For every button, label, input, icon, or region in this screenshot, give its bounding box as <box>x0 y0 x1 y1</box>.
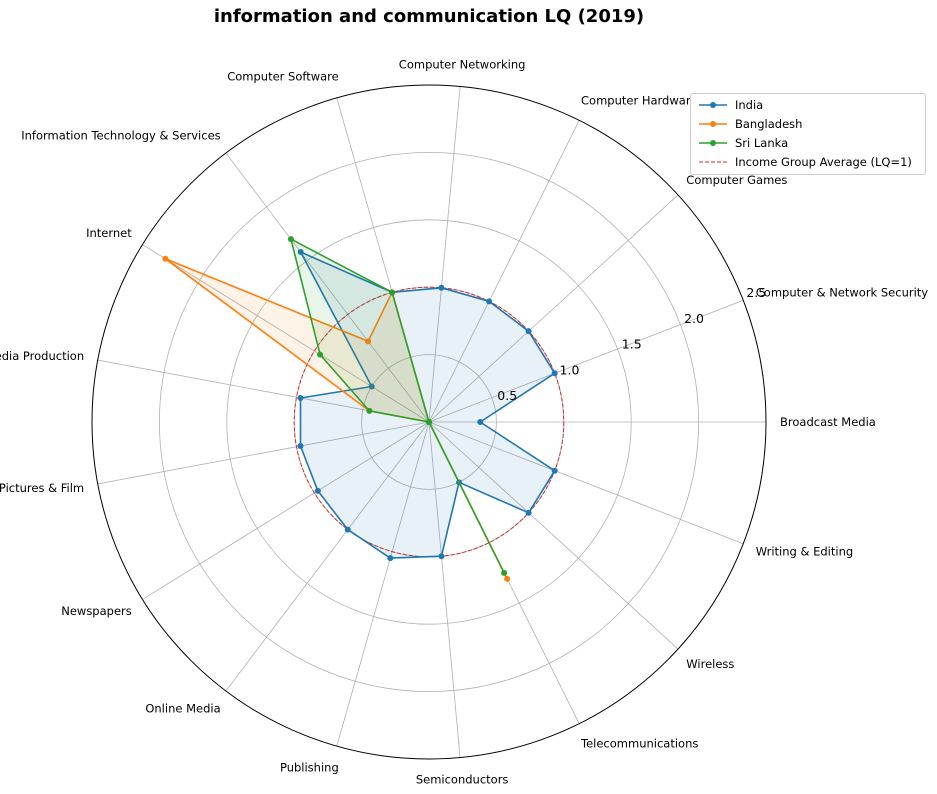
legend-marker-sri-lanka <box>699 140 727 146</box>
series-point-sri-lanka-5 <box>389 289 396 296</box>
radial-tick-label-1: 1.0 <box>560 362 580 377</box>
series-point-india-16 <box>551 467 558 474</box>
legend-label-income-average: Income Group Average (LQ=1) <box>735 155 912 169</box>
series-point-india-3 <box>486 298 493 305</box>
series-point-india-15 <box>525 509 532 516</box>
series-point-sri-lanka-14 <box>501 569 508 576</box>
legend-item-income-average: Income Group Average (LQ=1) <box>699 154 912 170</box>
series-point-india-10 <box>314 487 321 494</box>
series-point-bangladesh-6 <box>365 338 372 345</box>
series-point-india-9 <box>297 443 304 450</box>
category-label-1: Computer & Network Security <box>756 285 929 299</box>
grid-spoke-10 <box>142 421 430 600</box>
series-point-india-1 <box>551 370 558 377</box>
series-point-india-12 <box>387 555 394 562</box>
grid-spoke-7 <box>142 244 430 423</box>
series-point-india-0 <box>477 419 484 425</box>
legend-marker-income-average <box>699 161 727 163</box>
category-label-14: Telecommunications <box>580 736 698 750</box>
category-label-10: Newspapers <box>61 604 132 618</box>
series-point-india-4 <box>438 284 445 291</box>
legend-item-india: India <box>699 97 763 113</box>
series-point-india-13 <box>438 553 445 560</box>
series-point-india-8 <box>297 394 304 401</box>
grid-spoke-3 <box>428 120 580 423</box>
category-label-11: Online Media <box>145 701 220 715</box>
radial-tick-label-4: 2.5 <box>746 285 766 300</box>
legend-item-sri-lanka: Sri Lanka <box>699 135 788 151</box>
category-label-13: Semiconductors <box>416 772 509 786</box>
category-label-12: Publishing <box>280 760 339 774</box>
legend-marker-bangladesh <box>699 121 727 127</box>
polar-frame <box>91 84 767 760</box>
category-label-6: Information Technology & Services <box>21 129 220 143</box>
series-point-india-7 <box>368 383 375 390</box>
category-label-9: Motion Pictures & Film <box>0 481 84 495</box>
radial-tick-label-2: 1.5 <box>622 337 642 352</box>
legend: India Bangladesh Sri Lanka Income Group … <box>690 93 926 175</box>
legend-label-bangladesh: Bangladesh <box>735 117 803 131</box>
series-point-india-6 <box>297 249 304 256</box>
grid-spoke-11 <box>225 421 430 692</box>
grid-spoke-16 <box>428 421 744 545</box>
series-line-sri-lanka <box>290 238 505 574</box>
grid-spoke-12 <box>336 421 430 747</box>
series-line-india <box>299 251 556 559</box>
category-label-8: Media Production <box>0 349 84 363</box>
series-fill-sri-lanka <box>290 239 505 573</box>
grid-spoke-4 <box>428 86 461 423</box>
category-label-2: Computer Games <box>686 173 787 187</box>
chart-title: information and communication LQ (2019) <box>213 6 645 27</box>
grid-spoke-15 <box>428 421 679 650</box>
grid-spoke-9 <box>97 421 430 485</box>
series-point-bangladesh-7 <box>162 255 169 262</box>
series-point-bangladesh-14 <box>504 575 511 582</box>
category-label-0: Broadcast Media <box>780 415 876 429</box>
series-point-sri-lanka-6 <box>287 236 294 243</box>
legend-marker-india <box>699 102 727 108</box>
series-point-sri-lanka-7 <box>317 351 324 358</box>
category-label-5: Computer Software <box>227 70 339 84</box>
radial-tick-label-3: 2.0 <box>684 311 704 326</box>
grid-spoke-13 <box>428 421 461 758</box>
legend-item-bangladesh: Bangladesh <box>699 116 802 132</box>
category-label-3: Computer Hardware <box>581 94 697 108</box>
series-point-india-11 <box>344 526 351 533</box>
category-label-7: Internet <box>86 226 132 240</box>
series-fill-india <box>300 252 555 559</box>
legend-label-sri-lanka: Sri Lanka <box>735 136 789 150</box>
category-label-16: Writing & Editing <box>756 545 853 559</box>
category-label-4: Computer Networking <box>399 58 526 72</box>
series-point-sri-lanka-16 <box>426 419 432 425</box>
series-point-india-2 <box>525 328 532 335</box>
legend-label-india: India <box>735 98 764 112</box>
category-label-15: Wireless <box>686 657 734 671</box>
radial-tick-label-0: 0.5 <box>497 388 517 403</box>
series-point-sri-lanka-8 <box>366 407 373 414</box>
grid-spoke-2 <box>428 194 679 423</box>
grid-spoke-6 <box>225 152 430 423</box>
grid-spoke-1 <box>428 299 744 423</box>
